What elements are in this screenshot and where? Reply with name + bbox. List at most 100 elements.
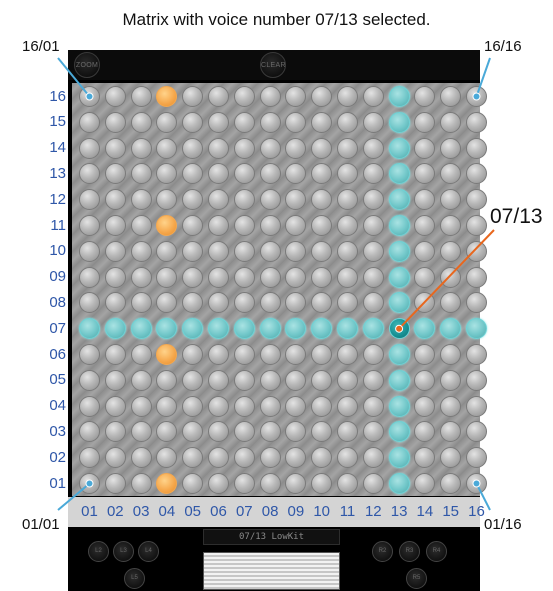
matrix-cell-14-14[interactable] [414, 137, 436, 159]
matrix-cell-06-13[interactable] [388, 344, 410, 365]
matrix-cell-13-07[interactable] [233, 163, 255, 185]
matrix-cell-15-15[interactable] [440, 111, 462, 133]
matrix-cell-01-09[interactable] [285, 473, 307, 494]
matrix-cell-05-15[interactable] [440, 369, 462, 391]
matrix-cell-02-07[interactable] [233, 447, 255, 469]
matrix-cell-04-06[interactable] [208, 395, 229, 417]
matrix-cell-04-07[interactable] [233, 395, 255, 417]
matrix-cell-05-12[interactable] [362, 369, 384, 391]
matrix-cell-12-06[interactable] [208, 189, 229, 211]
matrix-cell-15-06[interactable] [208, 111, 229, 133]
matrix-cell-13-16[interactable] [466, 163, 487, 185]
matrix-cell-12-15[interactable] [440, 189, 462, 211]
matrix-cell-16-12[interactable] [362, 86, 384, 107]
zoom-button[interactable]: ZOOM [74, 52, 100, 78]
matrix-cell-08-16[interactable] [466, 292, 487, 314]
matrix-cell-06-12[interactable] [362, 344, 384, 365]
matrix-cell-15-05[interactable] [182, 111, 204, 133]
matrix-cell-05-08[interactable] [259, 369, 281, 391]
clear-button[interactable]: CLEAR [260, 52, 286, 78]
matrix-cell-01-12[interactable] [362, 473, 384, 494]
matrix-cell-10-10[interactable] [311, 240, 333, 262]
matrix-cell-02-08[interactable] [259, 447, 281, 469]
matrix-cell-02-13[interactable] [388, 447, 410, 469]
matrix-cell-06-10[interactable] [311, 344, 333, 365]
matrix-cell-09-14[interactable] [414, 266, 436, 288]
matrix-cell-08-12[interactable] [362, 292, 384, 314]
matrix-cell-04-12[interactable] [362, 395, 384, 417]
matrix-cell-03-10[interactable] [311, 421, 333, 443]
matrix-cell-09-03[interactable] [130, 266, 152, 288]
matrix-cell-13-15[interactable] [440, 163, 462, 185]
matrix-cell-08-07[interactable] [233, 292, 255, 314]
matrix-cell-07-11[interactable] [337, 318, 358, 340]
matrix-cell-12-01[interactable] [79, 189, 100, 211]
matrix-cell-10-16[interactable] [466, 240, 487, 262]
matrix-cell-06-05[interactable] [182, 344, 204, 365]
matrix-cell-05-01[interactable] [79, 369, 100, 391]
matrix-cell-14-08[interactable] [259, 137, 281, 159]
matrix-cell-02-04[interactable] [156, 447, 178, 469]
matrix-cell-12-13[interactable] [388, 189, 410, 211]
matrix-cell-06-07[interactable] [233, 344, 255, 365]
matrix-cell-14-07[interactable] [233, 137, 255, 159]
matrix-cell-09-11[interactable] [337, 266, 358, 288]
matrix-cell-04-11[interactable] [337, 395, 358, 417]
matrix-cell-09-10[interactable] [311, 266, 333, 288]
matrix-cell-15-14[interactable] [414, 111, 436, 133]
matrix-cell-12-03[interactable] [130, 189, 152, 211]
matrix-cell-12-09[interactable] [285, 189, 307, 211]
matrix-cell-05-05[interactable] [182, 369, 204, 391]
matrix-cell-11-14[interactable] [414, 215, 436, 236]
matrix-cell-09-08[interactable] [259, 266, 281, 288]
matrix-cell-02-10[interactable] [311, 447, 333, 469]
matrix-cell-03-05[interactable] [182, 421, 204, 443]
matrix-cell-08-03[interactable] [130, 292, 152, 314]
matrix-cell-13-10[interactable] [311, 163, 333, 185]
matrix-cell-09-16[interactable] [466, 266, 487, 288]
matrix-cell-15-03[interactable] [130, 111, 152, 133]
matrix-cell-11-10[interactable] [311, 215, 333, 236]
l4-button[interactable]: L4 [138, 541, 159, 562]
matrix-cell-04-04[interactable] [156, 395, 178, 417]
matrix-cell-01-07[interactable] [233, 473, 255, 494]
matrix-cell-14-03[interactable] [130, 137, 152, 159]
matrix-cell-14-10[interactable] [311, 137, 333, 159]
matrix-cell-11-01[interactable] [79, 215, 100, 236]
matrix-cell-05-09[interactable] [285, 369, 307, 391]
matrix-cell-10-04[interactable] [156, 240, 178, 262]
matrix-cell-09-04[interactable] [156, 266, 178, 288]
matrix-cell-10-05[interactable] [182, 240, 204, 262]
matrix-cell-16-02[interactable] [104, 86, 126, 107]
matrix-cell-08-08[interactable] [259, 292, 281, 314]
matrix-cell-14-11[interactable] [337, 137, 358, 159]
matrix-cell-08-09[interactable] [285, 292, 307, 314]
matrix-cell-13-13[interactable] [388, 163, 410, 185]
matrix-cell-01-10[interactable] [311, 473, 333, 494]
matrix-cell-11-16[interactable] [466, 215, 487, 236]
matrix-cell-12-16[interactable] [466, 189, 487, 211]
matrix-cell-14-12[interactable] [362, 137, 384, 159]
matrix-cell-03-02[interactable] [104, 421, 126, 443]
matrix-cell-02-15[interactable] [440, 447, 462, 469]
matrix-cell-15-12[interactable] [362, 111, 384, 133]
matrix-cell-06-14[interactable] [414, 344, 436, 365]
matrix-cell-13-05[interactable] [182, 163, 204, 185]
matrix-cell-01-14[interactable] [414, 473, 436, 494]
matrix-cell-11-05[interactable] [182, 215, 204, 236]
matrix-cell-04-05[interactable] [182, 395, 204, 417]
matrix-cell-15-01[interactable] [79, 111, 100, 133]
matrix-cell-11-07[interactable] [233, 215, 255, 236]
matrix-cell-04-13[interactable] [388, 395, 410, 417]
matrix-cell-13-01[interactable] [79, 163, 100, 185]
matrix-cell-08-11[interactable] [337, 292, 358, 314]
matrix-cell-13-04[interactable] [156, 163, 178, 185]
l3-button[interactable]: L3 [113, 541, 134, 562]
matrix-cell-07-05[interactable] [182, 318, 204, 340]
r5-button[interactable]: R5 [406, 568, 427, 589]
matrix-cell-14-16[interactable] [466, 137, 487, 159]
matrix-cell-01-13[interactable] [388, 473, 410, 494]
matrix-cell-12-12[interactable] [362, 189, 384, 211]
matrix-cell-07-16[interactable] [466, 318, 487, 340]
matrix-cell-16-07[interactable] [233, 86, 255, 107]
